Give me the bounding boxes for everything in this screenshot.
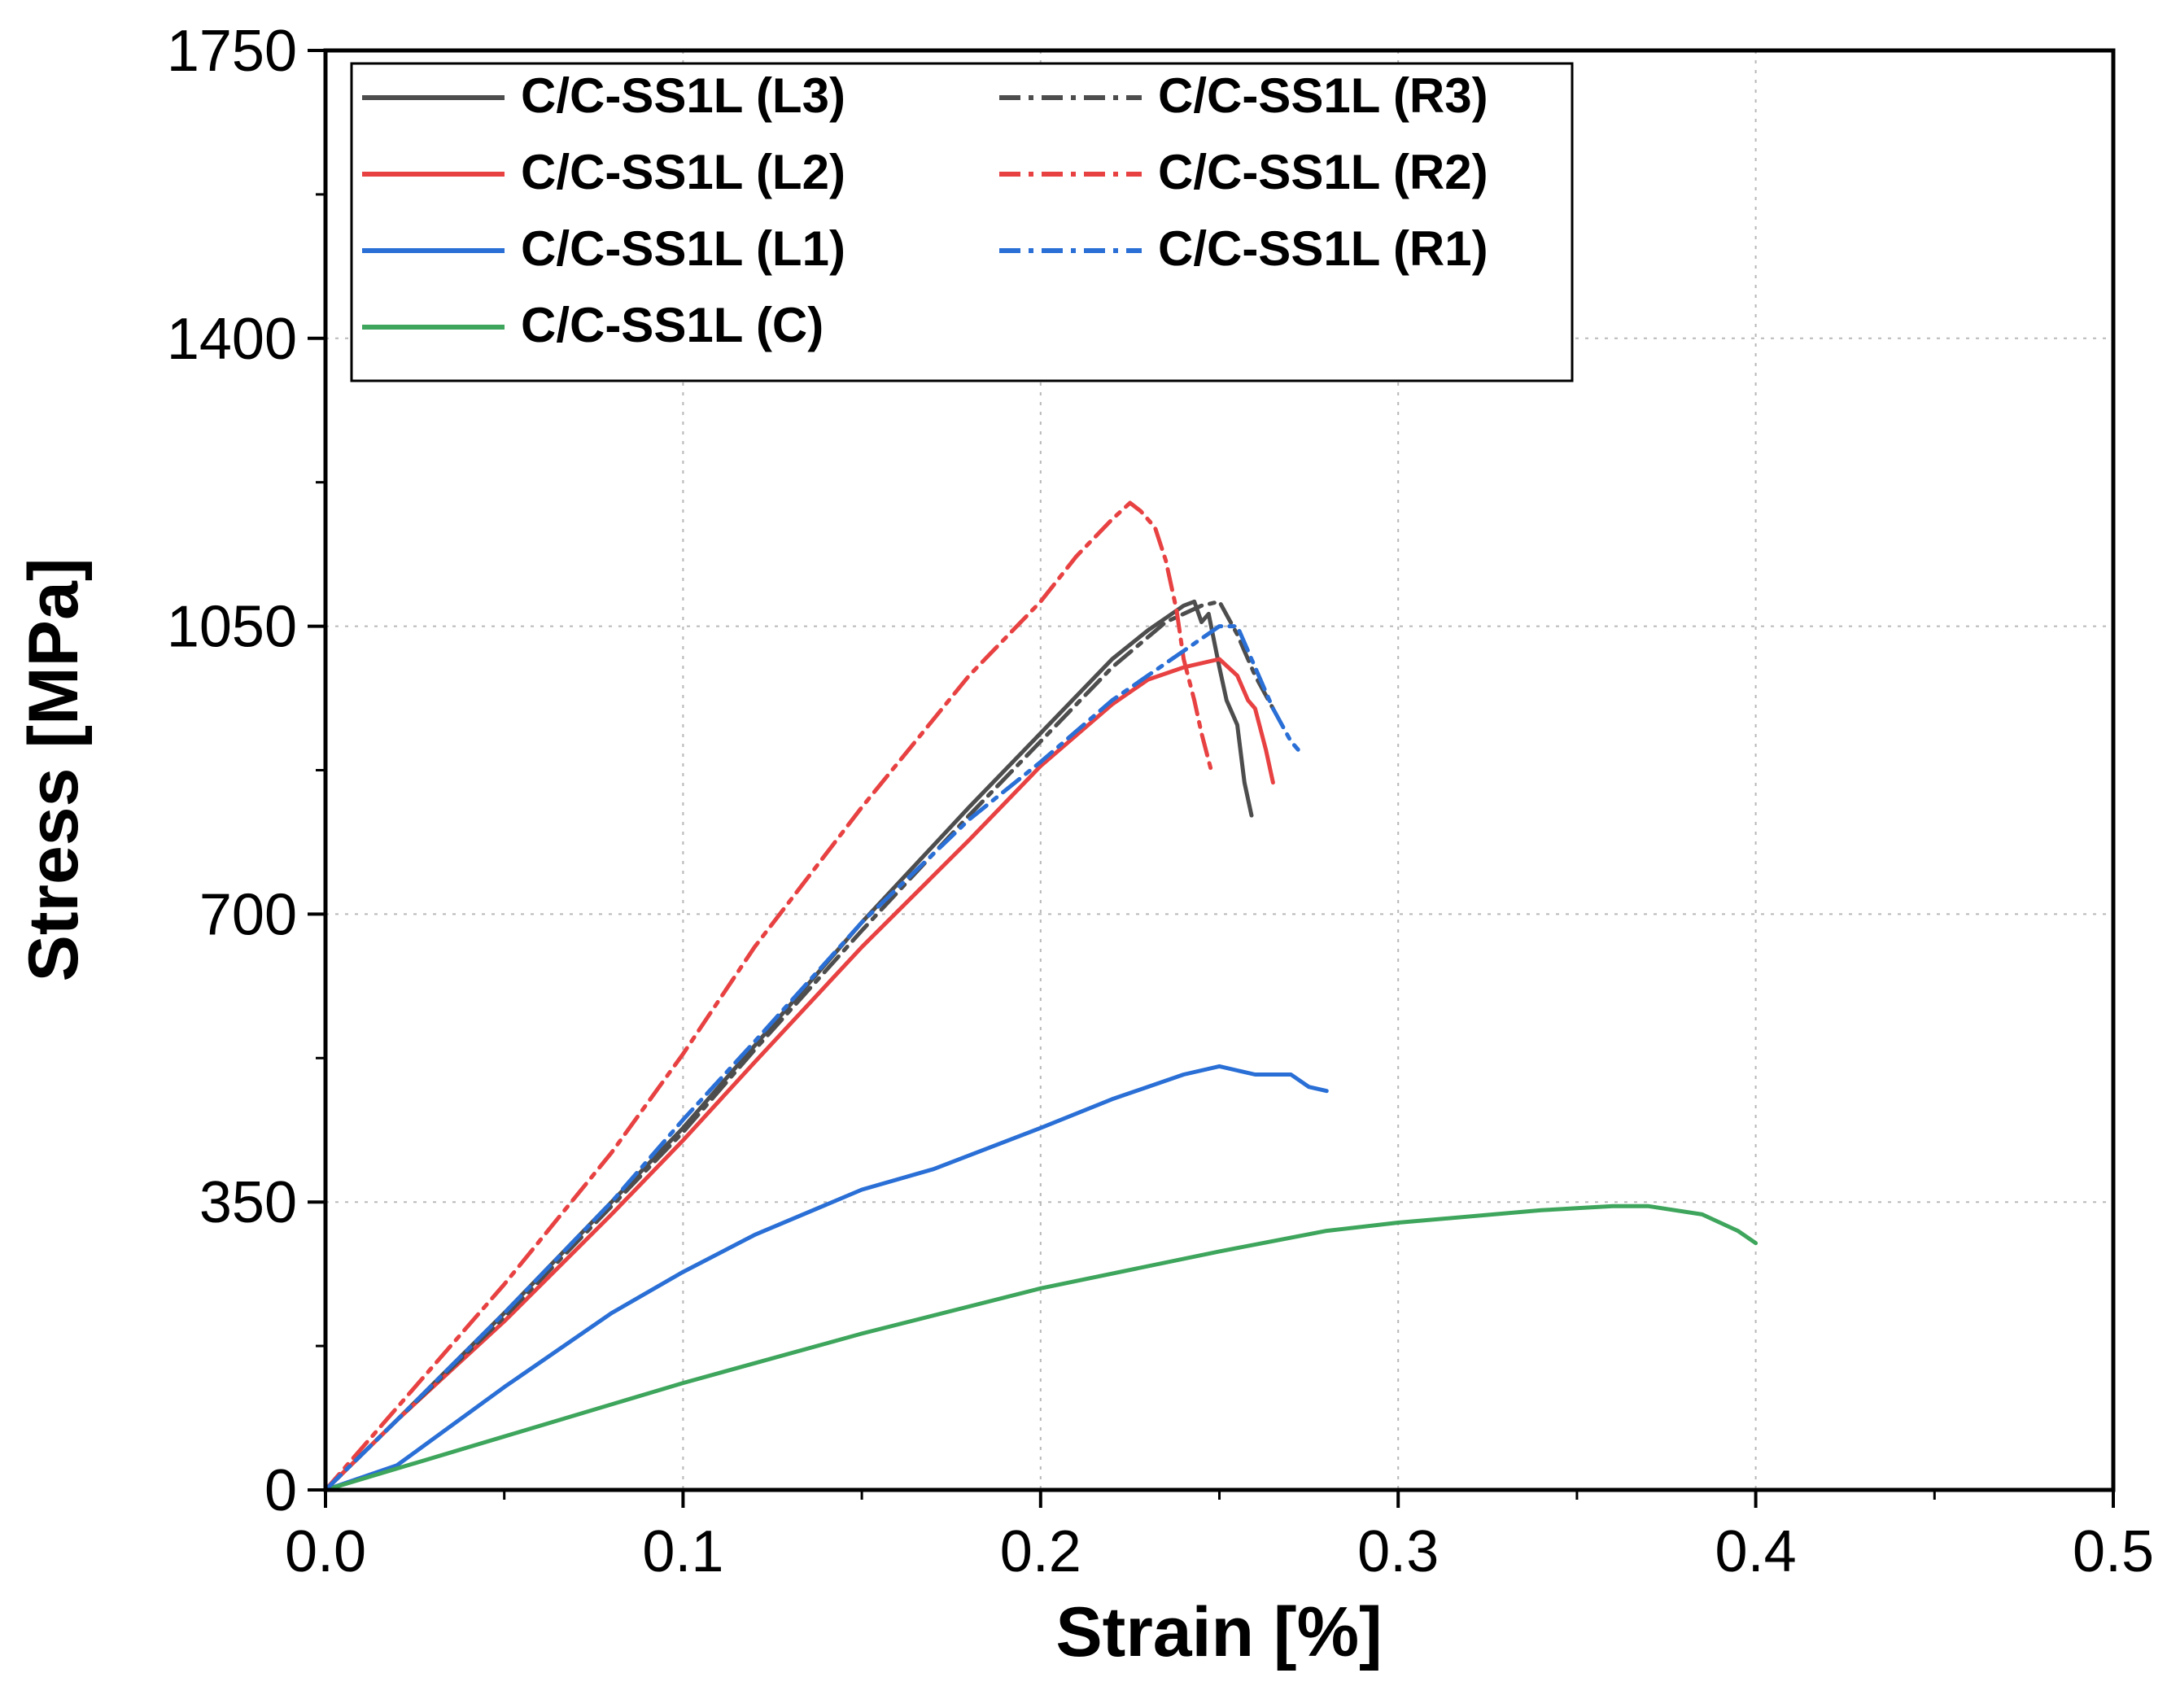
series-line-c-c-ss1l-c [323,1203,1759,1492]
series-line-c-c-ss1l-l2 [323,657,1275,1492]
legend-label: C/C-SS1L (L3) [521,68,845,123]
y-tick-label: 1750 [167,19,297,84]
tick-labels: 0.0 0.1 0.2 0.3 0.4 0.5 0 350 700 1050 1400 1750 [167,19,2154,1584]
x-tick-label: 0.1 [642,1519,723,1584]
x-tick-label: 0.4 [1715,1519,1797,1584]
y-tick-label: 1050 [167,595,297,660]
y-axis-title: Stress [MPa] [15,558,93,982]
series-line-c-c-ss1l-l1 [323,1064,1329,1492]
axis-ticks [308,49,2115,1508]
legend-box [350,62,1574,382]
legend: C/C-SS1L (L3) C/C-SS1L (L2) C/C-SS1L (L1) C… [350,62,1574,382]
legend-label: C/C-SS1L (L2) [521,145,845,199]
x-tick-label: 0.0 [285,1519,366,1584]
legend-label: C/C-SS1L (C) [521,298,824,352]
y-tick-label: 350 [199,1170,297,1235]
x-tick-label: 0.5 [2073,1519,2154,1584]
y-tick-label: 1400 [167,307,297,372]
y-tick-label: 700 [199,882,297,947]
x-tick-label: 0.3 [1357,1519,1439,1584]
legend-label: C/C-SS1L (R3) [1158,68,1488,123]
x-axis-title: Strain [%] [1055,1593,1382,1671]
series-lines [323,500,1759,1492]
legend-label: C/C-SS1L (R1) [1158,221,1488,276]
y-tick-label: 0 [264,1458,297,1523]
series-line-c-c-ss1l-r3 [323,599,1275,1492]
legend-label: C/C-SS1L (R2) [1158,145,1488,199]
x-tick-label: 0.2 [1000,1519,1081,1584]
legend-label: C/C-SS1L (L1) [521,221,845,276]
series-line-c-c-ss1l-r1 [323,624,1300,1492]
